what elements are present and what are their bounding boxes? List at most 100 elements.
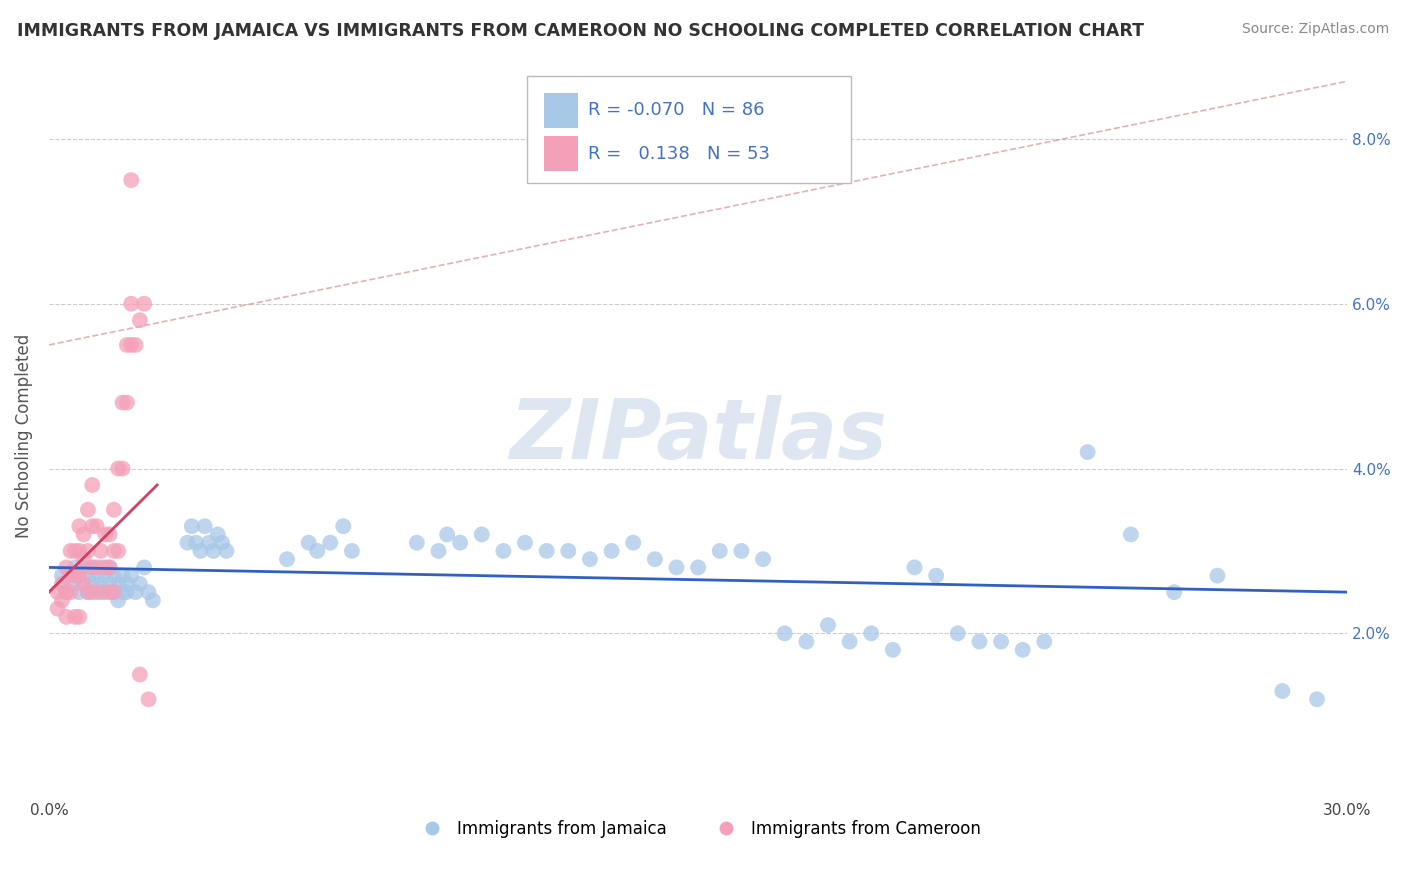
Point [55,585,77,599]
Point [90,577,112,591]
Point [107,544,129,558]
Point [405,535,427,549]
Point [207,527,229,541]
Point [51,593,73,607]
Point [120,338,142,352]
Point [688,560,710,574]
Point [298,535,321,549]
Point [969,634,991,648]
Point [46,585,69,599]
Point [72,552,94,566]
Point [82,577,104,591]
Point [77,585,100,599]
Point [340,544,363,558]
Point [120,296,142,310]
Point [176,535,198,549]
Point [115,577,138,591]
Point [59,568,82,582]
Point [77,585,100,599]
Point [307,544,329,558]
Point [82,585,104,599]
Point [59,544,82,558]
Point [202,544,225,558]
Point [276,552,298,566]
Point [142,593,165,607]
Point [211,535,233,549]
Point [128,313,150,327]
Point [51,577,73,591]
Point [90,560,112,574]
Point [111,585,134,599]
Point [946,626,969,640]
Point [115,338,138,352]
Point [107,461,129,475]
Point [63,560,86,574]
Point [882,642,904,657]
Y-axis label: No Schooling Completed: No Schooling Completed [15,334,32,538]
Point [644,552,666,566]
Point [1271,684,1294,698]
Point [63,568,86,582]
Point [67,610,90,624]
Point [215,544,238,558]
Point [600,544,623,558]
Point [120,568,142,582]
Point [63,544,86,558]
Point [98,560,121,574]
Point [59,577,82,591]
Point [709,544,731,558]
Point [72,527,94,541]
Point [180,519,202,533]
Point [90,544,112,558]
Point [94,560,117,574]
Point [67,519,90,533]
Point [134,296,156,310]
Point [111,568,134,582]
Point [77,502,100,516]
Point [492,544,515,558]
Point [557,544,579,558]
Point [98,527,121,541]
Point [773,626,796,640]
Point [436,527,458,541]
Point [621,535,644,549]
Point [98,585,121,599]
Point [82,519,104,533]
Point [94,568,117,582]
Point [579,552,602,566]
Point [67,544,90,558]
Point [1033,634,1056,648]
Point [1306,692,1329,706]
Point [115,395,138,409]
Point [752,552,775,566]
Point [990,634,1012,648]
Point [55,610,77,624]
Point [124,585,146,599]
Point [86,585,108,599]
Point [51,568,73,582]
Point [138,585,160,599]
Point [111,395,134,409]
Point [194,519,217,533]
Point [86,560,108,574]
Point [82,560,104,574]
Point [46,601,69,615]
Point [198,535,221,549]
Point [665,560,688,574]
Text: Source: ZipAtlas.com: Source: ZipAtlas.com [1241,22,1389,37]
Point [94,585,117,599]
Text: R = -0.070   N = 86: R = -0.070 N = 86 [588,102,765,120]
Point [128,577,150,591]
Point [103,544,125,558]
Point [319,535,342,549]
Point [111,461,134,475]
Text: ZIPatlas: ZIPatlas [509,395,887,476]
Text: IMMIGRANTS FROM JAMAICA VS IMMIGRANTS FROM CAMEROON NO SCHOOLING COMPLETED CORRE: IMMIGRANTS FROM JAMAICA VS IMMIGRANTS FR… [17,22,1144,40]
Point [67,568,90,582]
Point [1077,445,1099,459]
Point [128,667,150,681]
Point [72,560,94,574]
Point [115,585,138,599]
Point [190,544,212,558]
Point [55,585,77,599]
